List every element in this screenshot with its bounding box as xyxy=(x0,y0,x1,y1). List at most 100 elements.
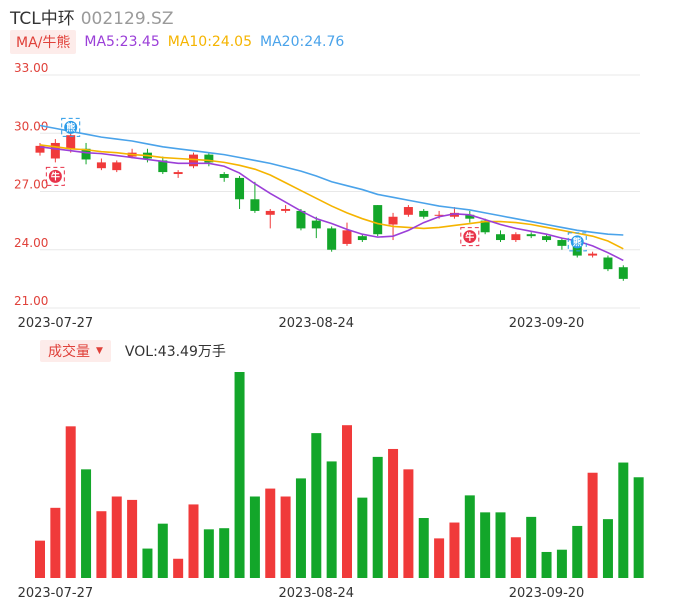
bull-marker-label: 牛 xyxy=(465,231,474,243)
x-tick-label: 2023-07-27 xyxy=(18,586,94,601)
bull-marker-icon xyxy=(463,230,477,244)
candle-body xyxy=(434,214,444,216)
bull-marker-frame xyxy=(45,166,65,186)
candle-body xyxy=(50,142,60,159)
volume-bar xyxy=(572,525,583,578)
candle-body xyxy=(235,177,245,200)
candle-body xyxy=(618,267,628,279)
candle-body xyxy=(327,228,337,250)
volume-bar xyxy=(219,528,230,578)
candle-body xyxy=(219,174,229,178)
ma5-label: MA5:23.45 xyxy=(84,34,160,50)
ma-toggle-button[interactable]: MA/牛熊 xyxy=(10,30,77,54)
volume-bar xyxy=(388,448,399,578)
volume-bar xyxy=(35,540,45,578)
volume-bar xyxy=(265,488,276,578)
volume-bar xyxy=(510,537,521,578)
candle-body xyxy=(158,160,168,173)
candle-body xyxy=(311,220,321,229)
volume-bar xyxy=(618,462,629,578)
ma20-line xyxy=(39,124,624,236)
ma-legend: MA/牛熊 MA5:23.45 MA10:24.05 MA20:24.76 xyxy=(10,30,344,54)
volume-bar xyxy=(142,548,153,578)
volume-indicator-dropdown[interactable]: 成交量 ▼ xyxy=(40,340,111,362)
stock-code: 002129.SZ xyxy=(80,9,174,29)
volume-bar xyxy=(403,469,414,578)
candle-body xyxy=(189,154,198,167)
x-tick-label: 2023-09-20 xyxy=(509,316,585,331)
bull-marker-label: 牛 xyxy=(51,171,60,183)
volume-bar xyxy=(342,425,352,578)
stock-name: TCL中环 xyxy=(10,9,75,29)
bear-marker-icon xyxy=(570,235,584,249)
candle-body xyxy=(419,210,429,217)
volume-legend: 成交量 ▼ VOL:43.49万手 xyxy=(40,340,226,362)
candle-body xyxy=(96,162,106,169)
candle-body xyxy=(542,236,552,241)
y-tick-label: 27.00 xyxy=(14,178,48,192)
volume-bar xyxy=(127,499,138,578)
candle-body xyxy=(296,210,306,229)
volume-bar xyxy=(541,551,552,578)
volume-bar xyxy=(111,496,122,578)
candle-body xyxy=(66,135,76,149)
candle-body xyxy=(342,230,352,244)
volume-bar xyxy=(434,538,445,578)
x-tick-label: 2023-07-27 xyxy=(18,316,94,331)
ma10-line xyxy=(39,144,624,250)
bear-marker-label: 熊 xyxy=(573,236,582,248)
candle-body xyxy=(81,148,91,160)
candle-body xyxy=(373,205,383,235)
volume-bar xyxy=(311,433,322,578)
volume-bar xyxy=(188,504,199,578)
candle-body xyxy=(204,154,214,163)
candle-body xyxy=(588,253,598,256)
volume-bar xyxy=(372,456,383,578)
candle-body xyxy=(511,234,521,241)
candle-body xyxy=(465,214,475,219)
volume-bar xyxy=(50,507,61,578)
bull-marker-frame xyxy=(460,227,480,247)
volume-bar xyxy=(418,518,429,578)
x-tick-label: 2023-09-20 xyxy=(509,586,585,601)
volume-bar xyxy=(480,512,491,578)
volume-bar xyxy=(203,529,214,578)
volume-bar xyxy=(295,478,306,578)
bear-marker-frame xyxy=(567,232,587,252)
volume-bar xyxy=(173,558,184,578)
candle-body xyxy=(480,220,490,233)
volume-bar xyxy=(495,512,506,578)
volume-value: VOL:43.49万手 xyxy=(124,344,226,360)
candle-body xyxy=(557,240,567,246)
volume-bar xyxy=(81,469,92,578)
volume-bar xyxy=(234,372,245,578)
volume-bar xyxy=(602,519,613,578)
ma20-label: MA20:24.76 xyxy=(260,34,345,50)
volume-bar xyxy=(157,523,168,578)
candle-body xyxy=(112,162,122,171)
candle-body xyxy=(35,145,45,153)
candle-body xyxy=(403,207,413,215)
candle-body xyxy=(496,234,505,241)
volume-indicator-label: 成交量 xyxy=(48,344,90,360)
y-tick-label: 30.00 xyxy=(14,119,48,133)
volume-bar xyxy=(249,496,260,578)
volume-bar xyxy=(526,516,537,578)
x-tick-label: 2023-08-24 xyxy=(279,316,355,331)
caret-down-icon: ▼ xyxy=(96,346,103,356)
volume-bar xyxy=(464,495,475,578)
y-tick-label: 24.00 xyxy=(14,236,48,250)
candle-body xyxy=(603,257,613,270)
volume-bar xyxy=(326,461,337,578)
volume-bar xyxy=(357,497,368,578)
volume-bar xyxy=(587,472,598,578)
candle-body xyxy=(173,172,183,175)
ma10-label: MA10:24.05 xyxy=(167,34,253,50)
candle-body xyxy=(526,234,536,237)
y-tick-label: 21.00 xyxy=(14,294,48,308)
y-tick-label: 33.00 xyxy=(14,61,48,75)
candle-body xyxy=(250,199,260,211)
ma5-line xyxy=(39,146,624,262)
bear-marker-label: 熊 xyxy=(66,122,75,134)
